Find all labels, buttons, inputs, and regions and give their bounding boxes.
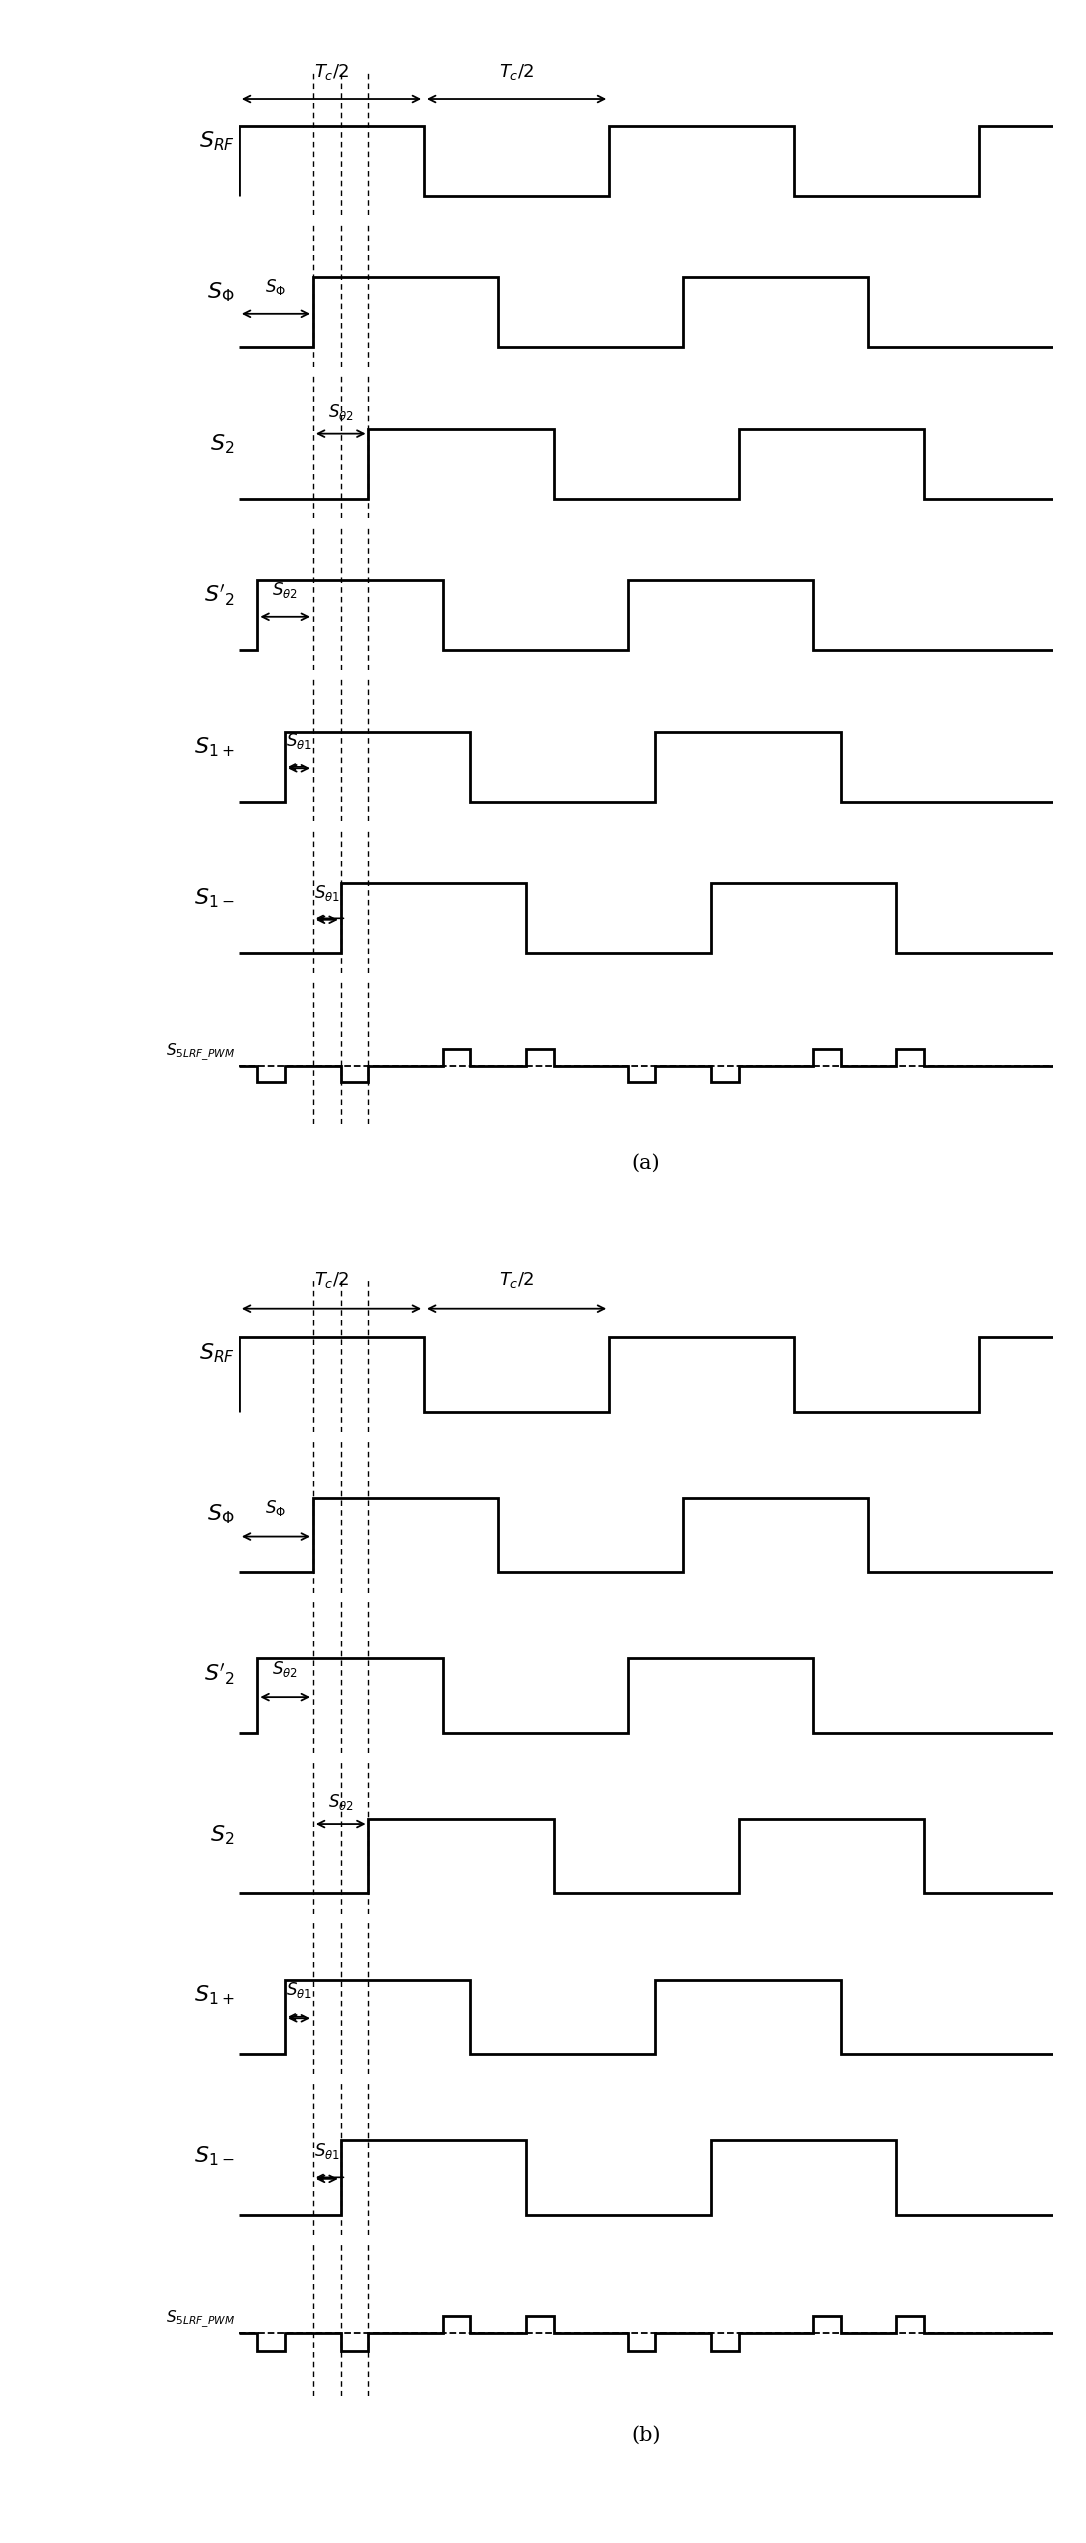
Text: $S_{\Phi}$: $S_{\Phi}$ xyxy=(265,277,287,298)
Text: $S_{RF}$: $S_{RF}$ xyxy=(199,130,235,153)
Text: $T_c/2$: $T_c/2$ xyxy=(498,1272,534,1289)
Text: $S_{\theta 1}$: $S_{\theta 1}$ xyxy=(286,730,312,750)
Text: $S_{\theta 2}$: $S_{\theta 2}$ xyxy=(273,1658,299,1678)
Text: $S_{1-}$: $S_{1-}$ xyxy=(194,2144,235,2169)
Text: $S_{5LRF\_PWM}$: $S_{5LRF\_PWM}$ xyxy=(166,2309,235,2329)
Text: $S_{\theta 1}$: $S_{\theta 1}$ xyxy=(314,882,340,903)
Text: $S_{RF}$: $S_{RF}$ xyxy=(199,1343,235,1366)
Text: $S_{1+}$: $S_{1+}$ xyxy=(194,1984,235,2006)
Text: $S_{\theta 1}$: $S_{\theta 1}$ xyxy=(286,1981,312,1999)
Text: $T_c/2$: $T_c/2$ xyxy=(314,1272,350,1289)
Text: $S'_{2}$: $S'_{2}$ xyxy=(204,1663,235,1686)
Text: $S_{\Phi}$: $S_{\Phi}$ xyxy=(207,1503,235,1526)
Text: $S_{\theta 1}$: $S_{\theta 1}$ xyxy=(314,2141,340,2162)
Text: $S_{\Phi}$: $S_{\Phi}$ xyxy=(207,280,235,305)
Text: $S_{2}$: $S_{2}$ xyxy=(211,1823,235,1846)
Text: $T_c/2$: $T_c/2$ xyxy=(498,61,534,81)
Text: $T_c/2$: $T_c/2$ xyxy=(314,61,350,81)
Text: $S_{\theta 2}$: $S_{\theta 2}$ xyxy=(328,402,354,422)
Text: $S_{\Phi}$: $S_{\Phi}$ xyxy=(265,1498,287,1518)
Text: (a): (a) xyxy=(632,1155,660,1172)
Text: $S'_{2}$: $S'_{2}$ xyxy=(204,582,235,608)
Text: (b): (b) xyxy=(631,2426,661,2444)
Text: $S_{5LRF\_PWM}$: $S_{5LRF\_PWM}$ xyxy=(166,1043,235,1063)
Text: $S_{\theta 2}$: $S_{\theta 2}$ xyxy=(273,580,299,600)
Text: $S_{1+}$: $S_{1+}$ xyxy=(194,735,235,758)
Text: $S_{\theta 2}$: $S_{\theta 2}$ xyxy=(328,1793,354,1811)
Text: $S_{1-}$: $S_{1-}$ xyxy=(194,888,235,910)
Text: $S_{2}$: $S_{2}$ xyxy=(211,432,235,455)
